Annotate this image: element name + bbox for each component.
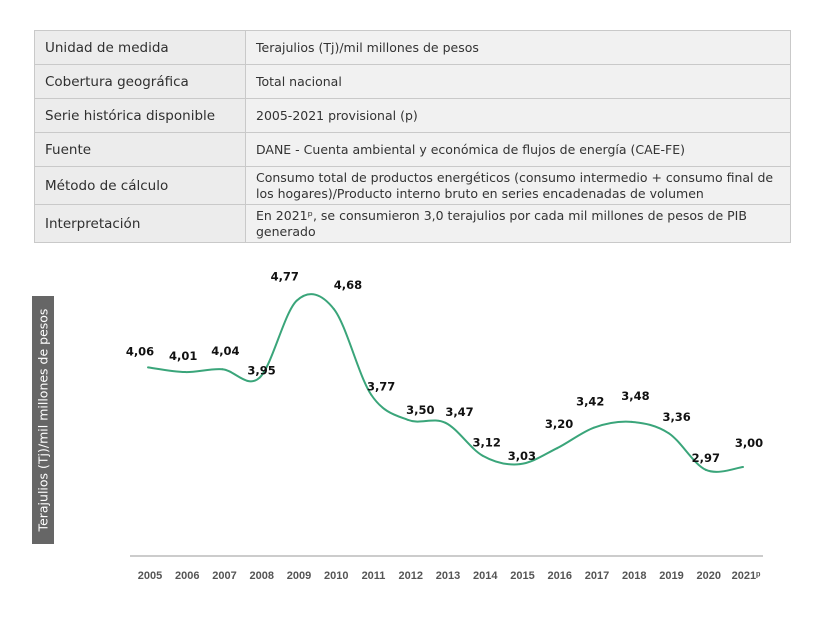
x-tick-label: 2005 bbox=[138, 570, 162, 582]
data-label: 3,03 bbox=[508, 449, 536, 463]
data-label: 4,68 bbox=[334, 278, 362, 292]
data-label: 4,06 bbox=[126, 344, 154, 358]
row-label: Serie histórica disponible bbox=[34, 98, 246, 133]
data-label: 3,77 bbox=[367, 380, 395, 394]
data-label: 4,01 bbox=[169, 349, 197, 363]
x-tick-label: 2021ᵖ bbox=[732, 570, 761, 582]
data-label: 3,95 bbox=[247, 364, 275, 378]
row-value: 2005-2021 provisional (p) bbox=[245, 98, 791, 133]
x-tick-label: 2017 bbox=[585, 570, 609, 582]
data-point bbox=[444, 421, 447, 424]
data-point bbox=[258, 376, 261, 379]
data-label: 4,04 bbox=[211, 344, 239, 358]
x-tick-label: 2016 bbox=[548, 570, 572, 582]
x-tick-label: 2006 bbox=[175, 570, 199, 582]
data-point bbox=[332, 308, 335, 311]
x-tick-label: 2012 bbox=[399, 570, 423, 582]
row-value: Total nacional bbox=[245, 64, 791, 99]
data-point bbox=[481, 454, 484, 457]
x-tick-label: 2018 bbox=[622, 570, 646, 582]
data-point bbox=[221, 368, 224, 371]
series-line bbox=[147, 293, 744, 473]
data-point bbox=[704, 468, 707, 471]
data-point bbox=[593, 426, 596, 429]
x-tick-label: 2008 bbox=[250, 570, 274, 582]
y-axis-label-box: Terajulios (Tj)/mil millones de pesos bbox=[32, 296, 54, 544]
data-label: 4,77 bbox=[271, 270, 299, 284]
row-value: En 2021ᵖ, se consumieron 3,0 terajulios … bbox=[245, 204, 791, 243]
data-point bbox=[295, 299, 298, 302]
data-point bbox=[556, 447, 559, 450]
x-tick-label: 2020 bbox=[697, 570, 721, 582]
data-label: 3,47 bbox=[445, 405, 473, 419]
x-tick-label: 2011 bbox=[362, 570, 386, 582]
x-tick-label: 2015 bbox=[510, 570, 534, 582]
data-label: 3,42 bbox=[576, 395, 604, 409]
row-label: Fuente bbox=[34, 132, 246, 167]
row-value: Terajulios (Tj)/mil millones de pesos bbox=[245, 30, 791, 65]
table-row: Unidad de medida Terajulios (Tj)/mil mill… bbox=[34, 30, 791, 65]
data-point bbox=[667, 432, 670, 435]
data-point bbox=[370, 393, 373, 396]
data-point bbox=[147, 366, 149, 369]
data-point bbox=[630, 420, 633, 423]
data-point bbox=[407, 419, 410, 421]
data-point bbox=[184, 371, 187, 374]
data-label: 3,48 bbox=[621, 389, 649, 403]
data-label: 3,12 bbox=[473, 436, 501, 450]
table-row: Serie histórica disponible 2005-2021 prov… bbox=[34, 98, 791, 133]
x-tick-label: 2014 bbox=[473, 570, 498, 582]
row-label: Método de cálculo bbox=[34, 166, 246, 205]
info-table: Unidad de medida Terajulios (Tj)/mil mill… bbox=[34, 30, 791, 243]
table-row: Cobertura geográfica Total nacional bbox=[34, 64, 791, 99]
x-tick-label: 2007 bbox=[212, 570, 236, 582]
row-label: Unidad de medida bbox=[34, 30, 246, 65]
x-tick-label: 2013 bbox=[436, 570, 460, 582]
data-label: 2,97 bbox=[692, 451, 720, 465]
data-point bbox=[742, 466, 744, 468]
x-tick-label: 2010 bbox=[324, 570, 348, 582]
row-value: DANE - Cuenta ambiental y económica de f… bbox=[245, 132, 791, 167]
data-label: 3,20 bbox=[545, 417, 573, 431]
data-label: 3,50 bbox=[406, 403, 434, 417]
table-row: Fuente DANE - Cuenta ambiental y económic… bbox=[34, 132, 791, 167]
row-label: Interpretación bbox=[34, 204, 246, 243]
data-label: 3,00 bbox=[735, 436, 763, 450]
data-label: 3,36 bbox=[662, 410, 690, 424]
data-point bbox=[518, 463, 521, 466]
x-tick-label: 2009 bbox=[287, 570, 311, 582]
table-row: Interpretación En 2021ᵖ, se consumieron 3… bbox=[34, 204, 791, 243]
x-tick-label: 2019 bbox=[659, 570, 683, 582]
table-row: Método de cálculo Consumo total de produc… bbox=[34, 166, 791, 205]
row-value: Consumo total de productos energéticos (… bbox=[245, 166, 791, 205]
